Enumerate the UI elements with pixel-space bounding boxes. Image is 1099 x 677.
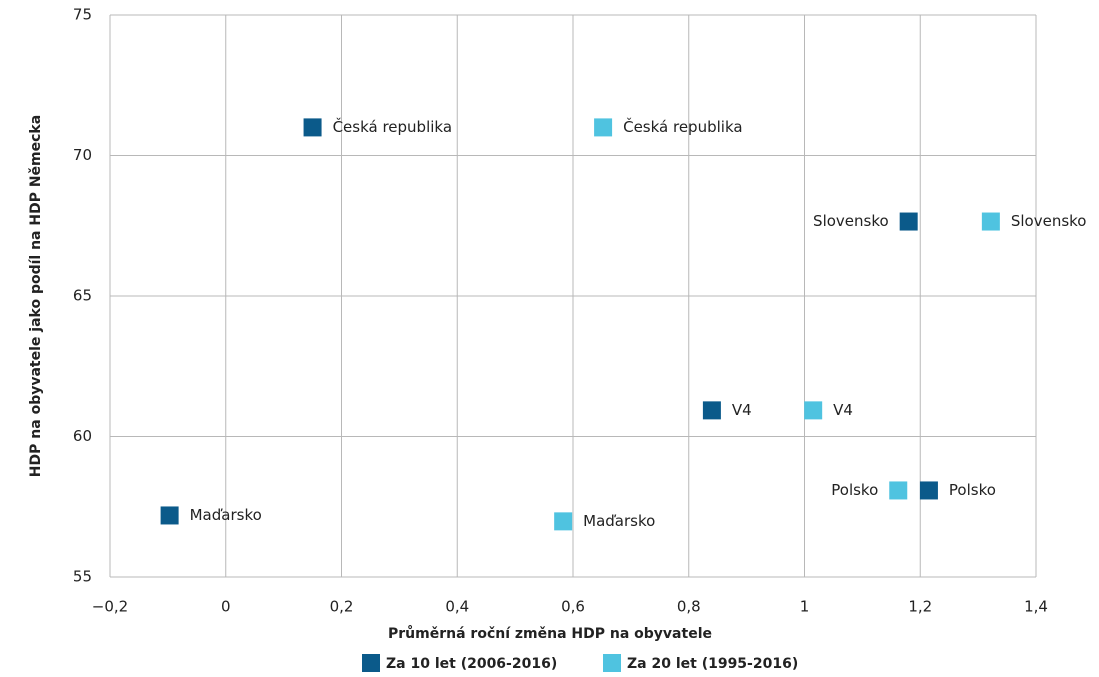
point	[981, 212, 1000, 231]
point-label: V4	[833, 401, 853, 419]
x-tick-label: −0,2	[92, 598, 128, 616]
point-label: Polsko	[949, 481, 996, 499]
point	[804, 401, 823, 420]
y-tick-label: 65	[73, 287, 92, 305]
point-label: Česká republika	[623, 117, 742, 136]
y-tick-label: 75	[73, 6, 92, 24]
x-tick-label: 0,6	[561, 598, 585, 616]
point-label: Slovensko	[1011, 212, 1087, 230]
point	[303, 118, 322, 137]
point-label: Česká republika	[333, 117, 452, 136]
point	[919, 481, 938, 500]
point-label: Maďarsko	[190, 506, 262, 524]
point-label: Slovensko	[813, 212, 889, 230]
point-label: Maďarsko	[583, 512, 655, 530]
y-tick-label: 55	[73, 568, 92, 586]
point	[554, 512, 573, 531]
y-axis-title: HDP na obyvatele jako podíl na HDP Němec…	[28, 115, 44, 477]
x-tick-label: 0,8	[677, 598, 701, 616]
y-tick-label: 60	[73, 427, 92, 445]
legend-label: Za 10 let (2006-2016)	[386, 656, 557, 672]
x-tick-label: 1	[800, 598, 810, 616]
x-tick-label: 1,2	[908, 598, 932, 616]
point-label: Polsko	[831, 481, 878, 499]
point	[594, 118, 613, 137]
legend-label: Za 20 let (1995-2016)	[627, 656, 798, 672]
point-label: V4	[732, 401, 752, 419]
point	[899, 212, 918, 231]
x-tick-label: 1,4	[1024, 598, 1048, 616]
point	[889, 481, 908, 500]
x-tick-label: 0,4	[445, 598, 469, 616]
x-tick-label: 0,2	[330, 598, 354, 616]
y-tick-label: 70	[73, 146, 92, 164]
x-tick-label: 0	[221, 598, 231, 616]
point	[702, 401, 721, 420]
legend-swatch	[603, 654, 621, 672]
point	[160, 506, 179, 525]
x-axis-title: Průměrná roční změna HDP na obyvatele	[388, 625, 712, 642]
legend-swatch	[362, 654, 380, 672]
